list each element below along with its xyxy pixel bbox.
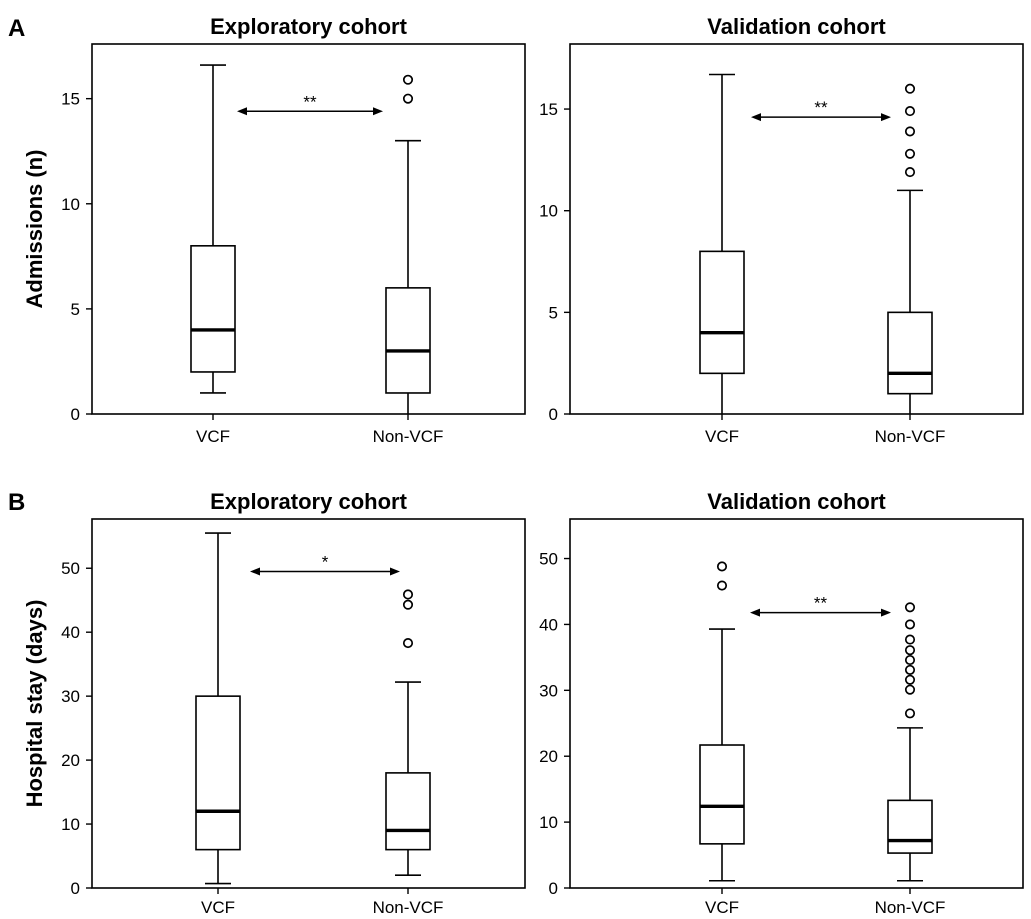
box-non-vcf <box>385 74 431 414</box>
y-axis-label: Hospital stay (days) <box>22 600 47 808</box>
arrowhead-left <box>751 113 761 122</box>
panel-label: A <box>8 15 25 42</box>
significance-bracket: ** <box>750 594 891 617</box>
y-tick-label: 0 <box>71 879 80 898</box>
box-vcf <box>699 561 745 882</box>
outlier-point <box>402 93 414 104</box>
outlier-point <box>402 589 414 600</box>
outlier-point <box>402 599 414 610</box>
y-tick-label: 20 <box>539 747 558 766</box>
outlier-point <box>904 167 916 178</box>
chart-title: Exploratory cohort <box>210 489 407 514</box>
outlier-point <box>904 708 916 719</box>
outlier-point <box>904 634 916 645</box>
iqr-box <box>385 287 431 394</box>
box-non-vcf <box>887 602 933 882</box>
outlier-point <box>904 674 916 685</box>
iqr-box <box>887 799 933 854</box>
chart-panel-1: A Exploratory cohort Admissions (n) 0 5 10 15 V… <box>8 14 526 446</box>
outlier-point <box>904 106 916 117</box>
significance-marker: ** <box>814 98 828 117</box>
box-vcf <box>699 73 745 414</box>
arrowhead-right <box>881 113 891 122</box>
y-tick-label: 30 <box>61 687 80 706</box>
outlier-point <box>904 83 916 94</box>
outlier-point <box>402 74 414 85</box>
significance-marker: ** <box>814 594 828 613</box>
y-axis-label: Admissions (n) <box>22 150 47 309</box>
x-tick-label: Non-VCF <box>875 427 946 446</box>
x-tick-label: VCF <box>196 427 230 446</box>
x-tick-label: VCF <box>705 427 739 446</box>
arrowhead-right <box>881 608 891 617</box>
y-tick-label: 0 <box>549 879 558 898</box>
outlier-point <box>904 684 916 695</box>
iqr-box <box>699 744 745 845</box>
outlier-point <box>904 148 916 159</box>
y-tick-label: 15 <box>539 100 558 119</box>
x-tick-label: Non-VCF <box>373 427 444 446</box>
y-tick-label: 40 <box>61 623 80 642</box>
iqr-box <box>190 245 236 373</box>
outlier-point <box>716 580 728 591</box>
chart-panel-3: B Exploratory cohort Hospital stay (days) 0… <box>8 489 526 917</box>
chart-panel-4: Validation cohort 0 10 20 30 40 50 VCF Non-VCF ** <box>539 489 1024 917</box>
x-tick-label: Non-VCF <box>875 898 946 917</box>
arrowhead-right <box>373 107 383 116</box>
chart-title: Validation cohort <box>707 14 886 39</box>
plot-frame <box>569 43 1024 415</box>
chart-title: Exploratory cohort <box>210 14 407 39</box>
iqr-box <box>195 695 241 851</box>
y-tick-label: 30 <box>539 681 558 700</box>
panel-label: B <box>8 489 25 516</box>
outlier-point <box>402 638 414 649</box>
chart-panel-2: Validation cohort 0 5 10 15 VCF Non-VCF ** <box>539 14 1024 446</box>
outlier-point <box>904 654 916 666</box>
significance-bracket: ** <box>751 98 891 122</box>
y-tick-label: 10 <box>61 195 80 214</box>
box-vcf <box>195 532 241 885</box>
outlier-point <box>904 645 916 656</box>
outlier-point <box>716 561 728 572</box>
y-tick-label: 40 <box>539 615 558 634</box>
y-tick-label: 50 <box>61 559 80 578</box>
y-tick-label: 5 <box>549 303 558 322</box>
significance-marker: ** <box>303 92 317 111</box>
y-tick-label: 5 <box>71 300 80 319</box>
y-tick-label: 15 <box>61 90 80 109</box>
box-non-vcf <box>385 589 431 877</box>
outlier-point <box>904 619 916 630</box>
significance-bracket: * <box>250 552 400 576</box>
arrowhead-left <box>750 608 760 617</box>
significance-marker: * <box>322 552 329 571</box>
significance-bracket: ** <box>237 92 383 116</box>
plot-frame <box>91 518 526 889</box>
plot-frame <box>569 518 1024 889</box>
y-tick-label: 0 <box>71 405 80 424</box>
chart-title: Validation cohort <box>707 489 886 514</box>
arrowhead-left <box>237 107 247 116</box>
y-tick-label: 20 <box>61 751 80 770</box>
box-non-vcf <box>887 83 933 414</box>
iqr-box <box>385 772 431 851</box>
y-tick-label: 0 <box>549 405 558 424</box>
y-tick-label: 10 <box>539 813 558 832</box>
outlier-point <box>904 602 916 613</box>
box-vcf <box>190 64 236 394</box>
outlier-point <box>904 664 916 675</box>
iqr-box <box>887 311 933 395</box>
arrowhead-right <box>390 567 400 576</box>
x-tick-label: VCF <box>201 898 235 917</box>
x-tick-label: VCF <box>705 898 739 917</box>
y-tick-label: 10 <box>61 815 80 834</box>
y-tick-label: 50 <box>539 550 558 569</box>
iqr-box <box>699 250 745 375</box>
outlier-point <box>904 126 916 137</box>
x-tick-label: Non-VCF <box>373 898 444 917</box>
plot-frame <box>91 43 526 415</box>
y-tick-label: 10 <box>539 202 558 221</box>
arrowhead-left <box>250 567 260 576</box>
